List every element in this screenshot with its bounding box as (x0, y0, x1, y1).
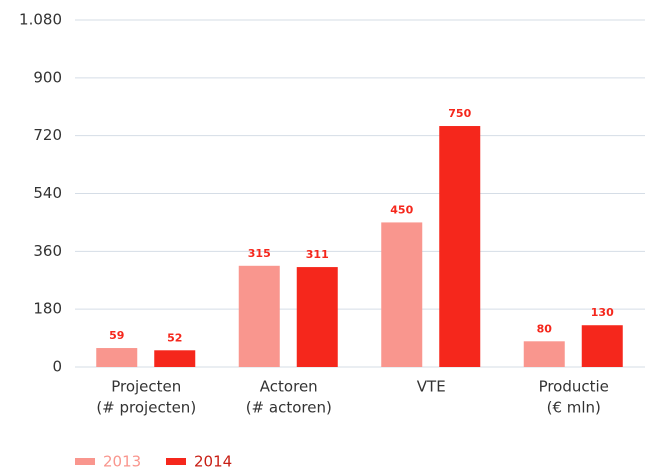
bar (296, 267, 338, 367)
x-tick-label: Actoren (260, 378, 318, 396)
y-tick-label: 540 (33, 184, 62, 202)
y-tick-label: 720 (33, 126, 62, 144)
y-tick-label: 1.080 (19, 11, 62, 29)
bar (96, 348, 138, 367)
bar (238, 265, 280, 367)
y-tick-label: 0 (52, 358, 62, 376)
value-label: 80 (537, 322, 553, 335)
value-label: 59 (109, 329, 124, 342)
bar (581, 325, 623, 367)
x-tick-label: (€ mln) (547, 399, 601, 417)
bar (523, 341, 565, 367)
bar (154, 350, 196, 367)
value-label: 130 (591, 306, 614, 319)
value-label: 750 (448, 107, 471, 120)
legend-swatch (75, 458, 95, 465)
value-label: 52 (167, 331, 182, 344)
bar (439, 126, 481, 368)
legend-swatch (166, 458, 186, 465)
x-tick-label: (# actoren) (246, 399, 332, 417)
y-tick-label: 360 (33, 242, 62, 260)
y-tick-label: 900 (33, 68, 62, 86)
y-tick-label: 180 (33, 300, 62, 318)
value-label: 315 (248, 247, 271, 260)
value-label: 450 (390, 203, 413, 216)
x-tick-label: Projecten (111, 378, 181, 396)
legend-label: 2013 (103, 453, 141, 469)
x-tick-label: (# projecten) (96, 399, 196, 417)
value-label: 311 (306, 248, 329, 261)
x-tick-label: VTE (417, 378, 446, 396)
bar (381, 222, 423, 367)
x-tick-label: Productie (539, 378, 609, 396)
legend-label: 2014 (194, 453, 232, 469)
